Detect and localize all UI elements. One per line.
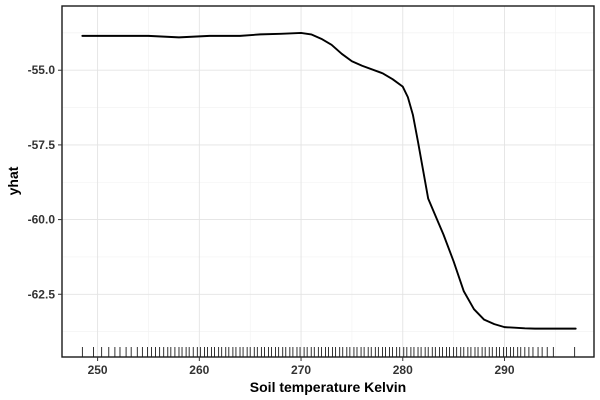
y-tick-label: -62.5 bbox=[28, 287, 56, 301]
yhat-line bbox=[81, 31, 577, 330]
y-tick-label: -57.5 bbox=[28, 138, 56, 152]
x-tick-label: 260 bbox=[189, 363, 209, 377]
plot-background bbox=[62, 6, 594, 357]
x-tick-label: 250 bbox=[88, 363, 108, 377]
y-tick-label: -55.0 bbox=[28, 63, 56, 77]
rug-marks bbox=[81, 347, 576, 357]
y-axis-title: yhat bbox=[5, 166, 21, 195]
x-axis-ticks: 250 260 270 280 290 bbox=[88, 357, 515, 377]
x-axis-title: Soil temperature Kelvin bbox=[250, 379, 406, 395]
x-tick-label: 280 bbox=[393, 363, 413, 377]
y-tick-label: -60.0 bbox=[28, 213, 56, 227]
grid bbox=[62, 6, 594, 357]
y-axis-ticks: -55.0 -57.5 -60.0 -62.5 bbox=[28, 63, 62, 301]
x-tick-label: 290 bbox=[494, 363, 514, 377]
x-tick-label: 270 bbox=[291, 363, 311, 377]
plot-border bbox=[61, 5, 595, 358]
